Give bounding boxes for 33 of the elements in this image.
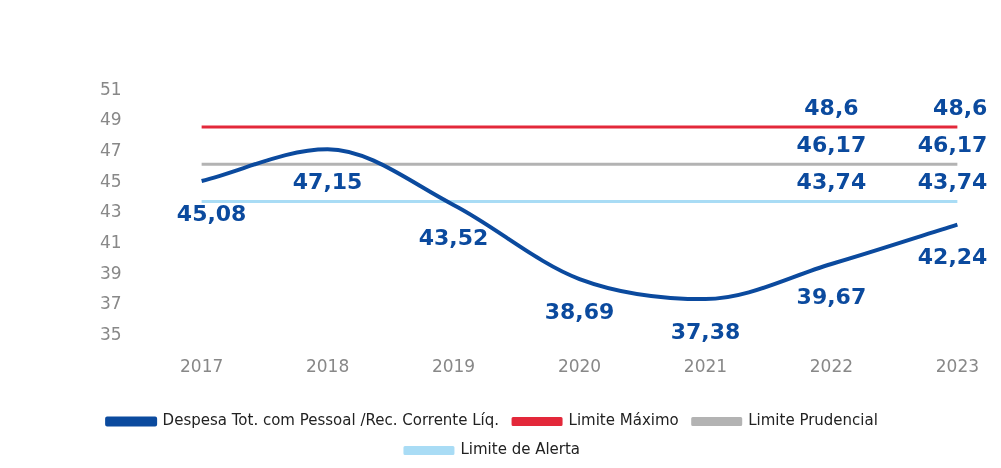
data-label: 42,24 [917,244,988,270]
data-label: 46,17 [917,132,988,157]
x-tick-label: 2017 [180,356,224,377]
data-label: 43,74 [917,169,988,195]
data-label: 38,69 [544,298,615,324]
legend-label: Limite Prudencial [748,411,878,430]
legend-label: Limite de Alerta [460,440,581,459]
data-label: 37,38 [670,318,741,344]
data-label: 47,15 [292,168,363,194]
x-tick-label: 2023 [935,356,979,377]
y-tick-label: 39 [99,262,122,283]
y-tick-label: 43 [99,201,122,222]
x-tick-label: 2020 [557,356,602,377]
y-tick-label: 47 [99,139,122,160]
data-label: 43,74 [796,169,867,195]
data-label: 46,17 [796,132,867,157]
legend-label: Despesa Tot. com Pessoal /Rec. Corrente Líq. [162,411,500,430]
y-tick-label: 35 [99,324,122,345]
x-tick-label: 2021 [683,356,728,377]
x-tick-label: 2018 [305,356,350,377]
data-label: 39,67 [796,283,867,309]
data-label: 43,52 [418,224,489,250]
data-label: 45,08 [176,200,247,226]
y-tick-label: 45 [99,170,122,191]
y-tick-label: 49 [99,109,122,130]
x-tick-label: 2022 [809,356,854,377]
y-tick-label: 37 [99,293,122,314]
data-label: 48,6 [933,94,988,120]
legend-label: Limite Máximo [568,411,679,430]
x-tick-label: 2019 [431,356,476,377]
data-label: 48,6 [804,94,859,120]
y-tick-label: 41 [99,232,122,252]
y-tick-label: 51 [99,78,122,99]
